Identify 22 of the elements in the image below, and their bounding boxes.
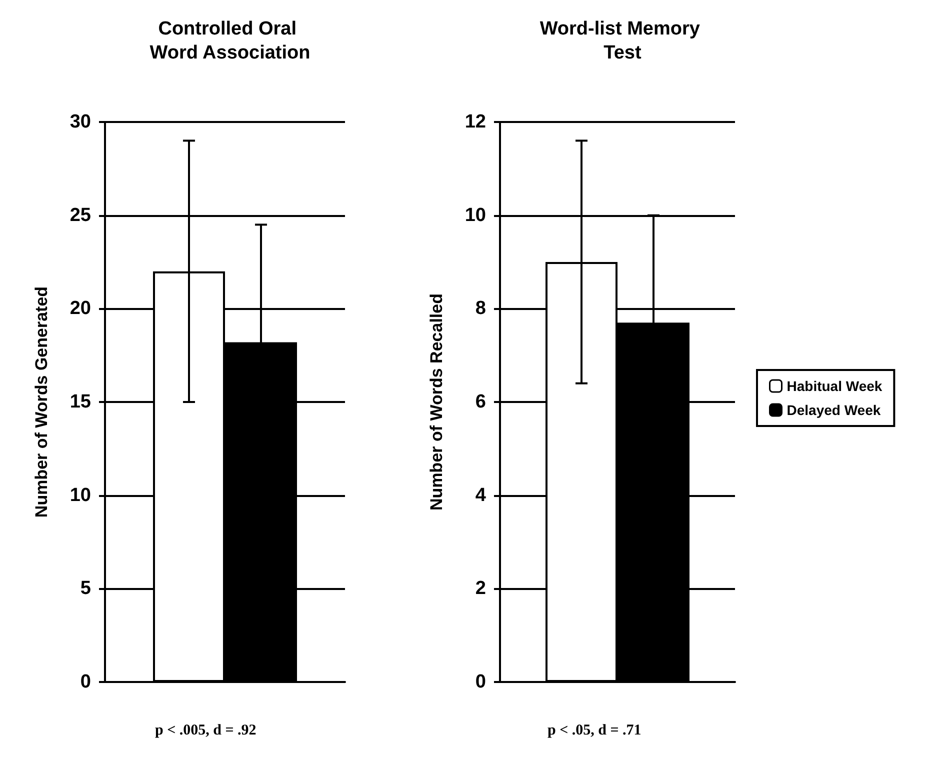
y-tick-label: 12 <box>464 112 486 132</box>
legend-label: Delayed Week <box>786 402 881 418</box>
y-tick-label: 10 <box>464 204 486 226</box>
y-tick-label: 6 <box>475 392 486 412</box>
y-tick-label: 20 <box>70 298 91 320</box>
y-axis-title: Number of Words Generated <box>32 286 51 518</box>
chart-title: Word-list Memory Test <box>540 18 706 64</box>
y-axis-title: Number of Words Recalled <box>427 294 446 510</box>
text: p < .005, d = .92 <box>155 722 256 738</box>
y-tick-label: 2 <box>475 578 486 600</box>
y-tick-label: 25 <box>70 204 92 226</box>
y-tick-label: 10 <box>70 484 91 506</box>
legend-label: Habitual Week <box>786 378 882 394</box>
chart-title: Controlled Oral Word Association <box>150 18 310 64</box>
y-tick-label: 0 <box>475 672 486 692</box>
y-tick-label: 8 <box>475 298 486 320</box>
y-tick-label: 4 <box>475 484 486 506</box>
y-tick-label: 15 <box>70 392 92 412</box>
y-tick-label: 5 <box>80 578 92 600</box>
y-tick-label: 30 <box>70 112 91 132</box>
y-tick-label: 0 <box>80 672 91 692</box>
text: p < .05, d = .71 <box>548 722 642 738</box>
